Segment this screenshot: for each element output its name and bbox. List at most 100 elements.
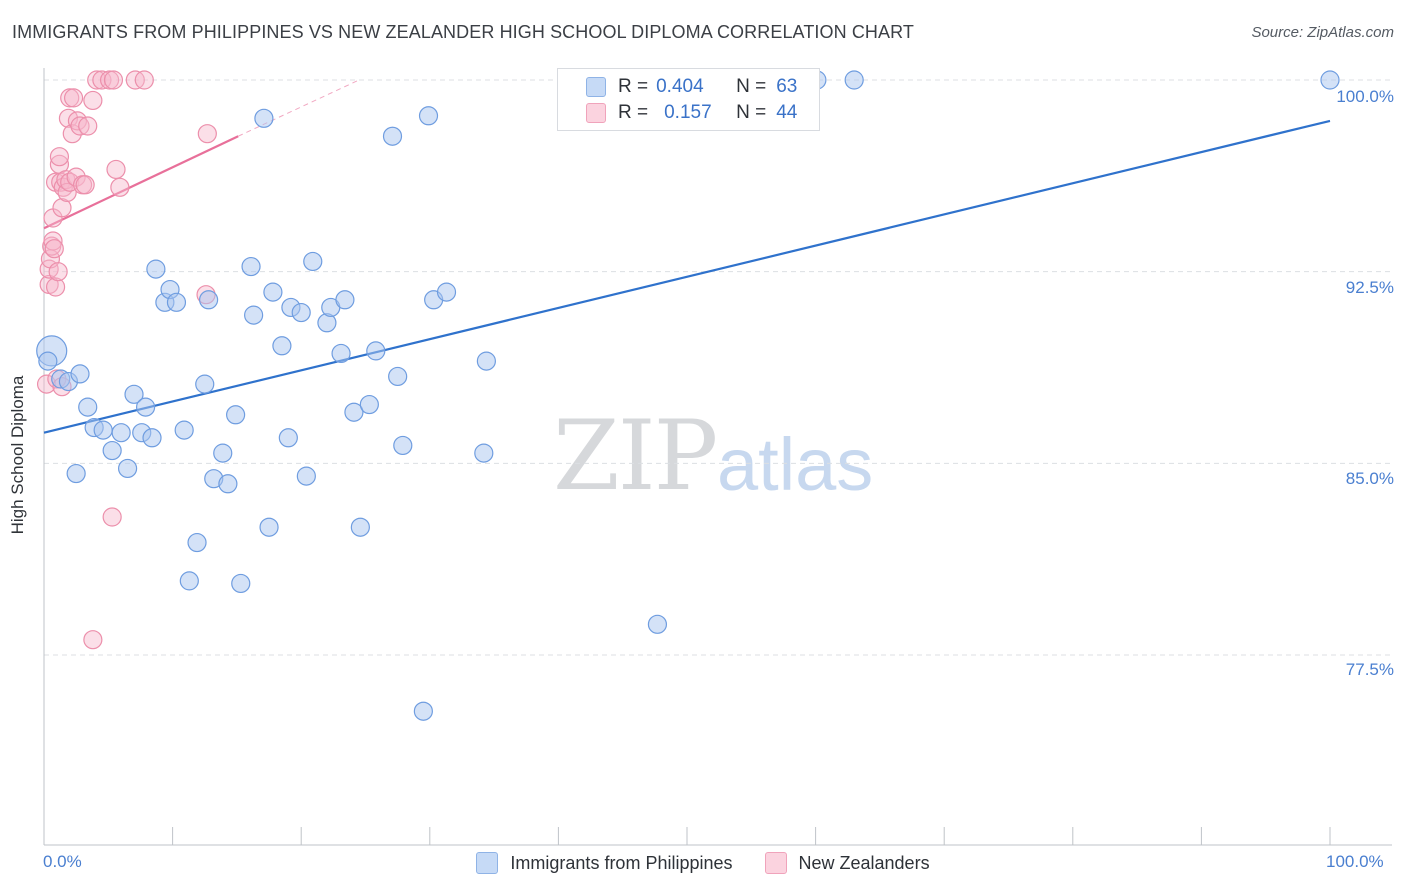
philippines-point xyxy=(366,341,386,361)
new-zealanders-point xyxy=(43,231,63,251)
x-tick-label-max: 100.0% xyxy=(1326,852,1384,871)
new-zealanders-trend-extension xyxy=(237,79,360,137)
y-tick-label-85: 85.0% xyxy=(1345,469,1394,488)
new-zealanders-point xyxy=(44,239,64,259)
new-zealanders-point xyxy=(134,70,154,90)
philippines-point xyxy=(135,397,156,417)
new-zealanders-point xyxy=(45,277,66,297)
philippines-point xyxy=(474,443,494,463)
philippines-point xyxy=(187,532,207,553)
legend-row-philippines: R = 0.404 N = 63 xyxy=(558,75,797,99)
new-zealanders-point xyxy=(103,70,124,90)
philippines-point xyxy=(231,573,251,594)
legend-label-new-zealanders: New Zealanders xyxy=(798,852,930,873)
philippines-point xyxy=(388,366,408,387)
y-tick-label-77-5: 77.5% xyxy=(1345,660,1394,679)
philippines-point xyxy=(476,351,496,371)
legend-swatch-blue xyxy=(476,852,499,874)
philippines-point xyxy=(291,302,311,323)
philippines-trend-line xyxy=(43,119,1331,434)
philippines-point xyxy=(303,251,323,272)
new-zealanders-points xyxy=(36,70,217,650)
philippines-point xyxy=(179,571,199,591)
new-zealanders-point xyxy=(83,630,103,650)
new-zealanders-point xyxy=(53,177,73,197)
correlation-legend: R = 0.404 N = 63 R = 0.157 N = 44 xyxy=(557,68,820,131)
philippines-point xyxy=(218,474,238,494)
grid-lines xyxy=(44,79,1392,656)
watermark-zip: ZIP xyxy=(553,400,718,512)
legend-label-philippines: Immigrants from Philippines xyxy=(510,852,733,873)
philippines-point xyxy=(244,305,264,325)
philippines-point xyxy=(272,336,292,356)
philippines-point xyxy=(263,282,283,302)
new-zealanders-point xyxy=(48,262,68,282)
axes xyxy=(43,68,1392,846)
philippines-point xyxy=(413,701,433,721)
y-tick-label-92-5: 92.5% xyxy=(1345,278,1394,297)
philippines-point xyxy=(213,443,233,463)
philippines-point xyxy=(344,402,364,422)
chart-title: IMMIGRANTS FROM PHILIPPINES VS NEW ZEALA… xyxy=(12,22,914,42)
philippines-point xyxy=(241,256,261,277)
new-zealanders-point xyxy=(49,147,70,167)
philippines-point xyxy=(142,428,162,448)
series-legend: Immigrants from Philippines New Zealande… xyxy=(0,852,1406,874)
legend-r-label: R = xyxy=(618,102,649,123)
philippines-point xyxy=(436,282,457,302)
new-zealanders-trend xyxy=(43,79,360,230)
philippines-points xyxy=(36,70,1340,721)
philippines-point xyxy=(335,290,355,310)
legend-item-philippines[interactable]: Immigrants from Philippines xyxy=(476,852,733,874)
philippines-point xyxy=(199,290,219,310)
new-zealanders-point xyxy=(83,90,103,111)
legend-r-label: R = xyxy=(618,76,649,97)
new-zealanders-point xyxy=(75,175,95,195)
new-zealanders-point xyxy=(106,159,126,180)
philippines-point xyxy=(259,517,279,537)
legend-swatch-pink xyxy=(586,103,606,123)
legend-item-new-zealanders[interactable]: New Zealanders xyxy=(764,852,930,874)
philippines-point xyxy=(844,70,864,90)
legend-swatch-blue xyxy=(586,77,606,97)
philippines-point xyxy=(174,420,194,440)
philippines-point xyxy=(166,292,187,312)
philippines-point xyxy=(124,384,144,404)
y-axis-label: High School Diploma xyxy=(8,375,27,535)
philippines-trend xyxy=(43,119,1331,434)
philippines-point xyxy=(1320,70,1340,90)
philippines-point xyxy=(393,435,413,456)
legend-n-label: N = xyxy=(736,76,767,97)
new-zealanders-point xyxy=(62,124,82,144)
philippines-point xyxy=(102,440,122,461)
new-zealanders-point xyxy=(92,70,112,90)
legend-n-label: N = xyxy=(736,102,767,123)
philippines-point xyxy=(66,463,86,484)
philippines-point xyxy=(647,614,668,634)
philippines-point xyxy=(93,420,113,440)
new-zealanders-point xyxy=(78,116,98,136)
legend-r-value: 0.404 xyxy=(656,76,704,97)
new-zealanders-point xyxy=(197,124,217,144)
new-zealanders-trend-line xyxy=(43,135,239,230)
watermark-atlas: atlas xyxy=(717,423,874,506)
philippines-point xyxy=(254,108,274,128)
philippines-point xyxy=(195,374,215,394)
legend-row-new-zealanders: R = 0.157 N = 44 xyxy=(558,101,797,125)
legend-swatch-pink xyxy=(764,852,787,874)
legend-n-value: 44 xyxy=(776,102,798,123)
philippines-point xyxy=(226,405,246,425)
philippines-point xyxy=(278,428,298,448)
new-zealanders-point xyxy=(63,88,84,108)
new-zealanders-point xyxy=(70,116,90,136)
philippines-point xyxy=(146,259,166,279)
new-zealanders-point xyxy=(67,111,88,131)
philippines-point xyxy=(350,517,370,537)
philippines-point xyxy=(38,351,58,371)
new-zealanders-point xyxy=(110,177,130,197)
legend-n-value: 63 xyxy=(776,76,798,97)
x-tick-label-min: 0.0% xyxy=(43,852,82,871)
philippines-point xyxy=(382,126,403,146)
philippines-point xyxy=(70,364,90,384)
philippines-point xyxy=(296,466,316,486)
